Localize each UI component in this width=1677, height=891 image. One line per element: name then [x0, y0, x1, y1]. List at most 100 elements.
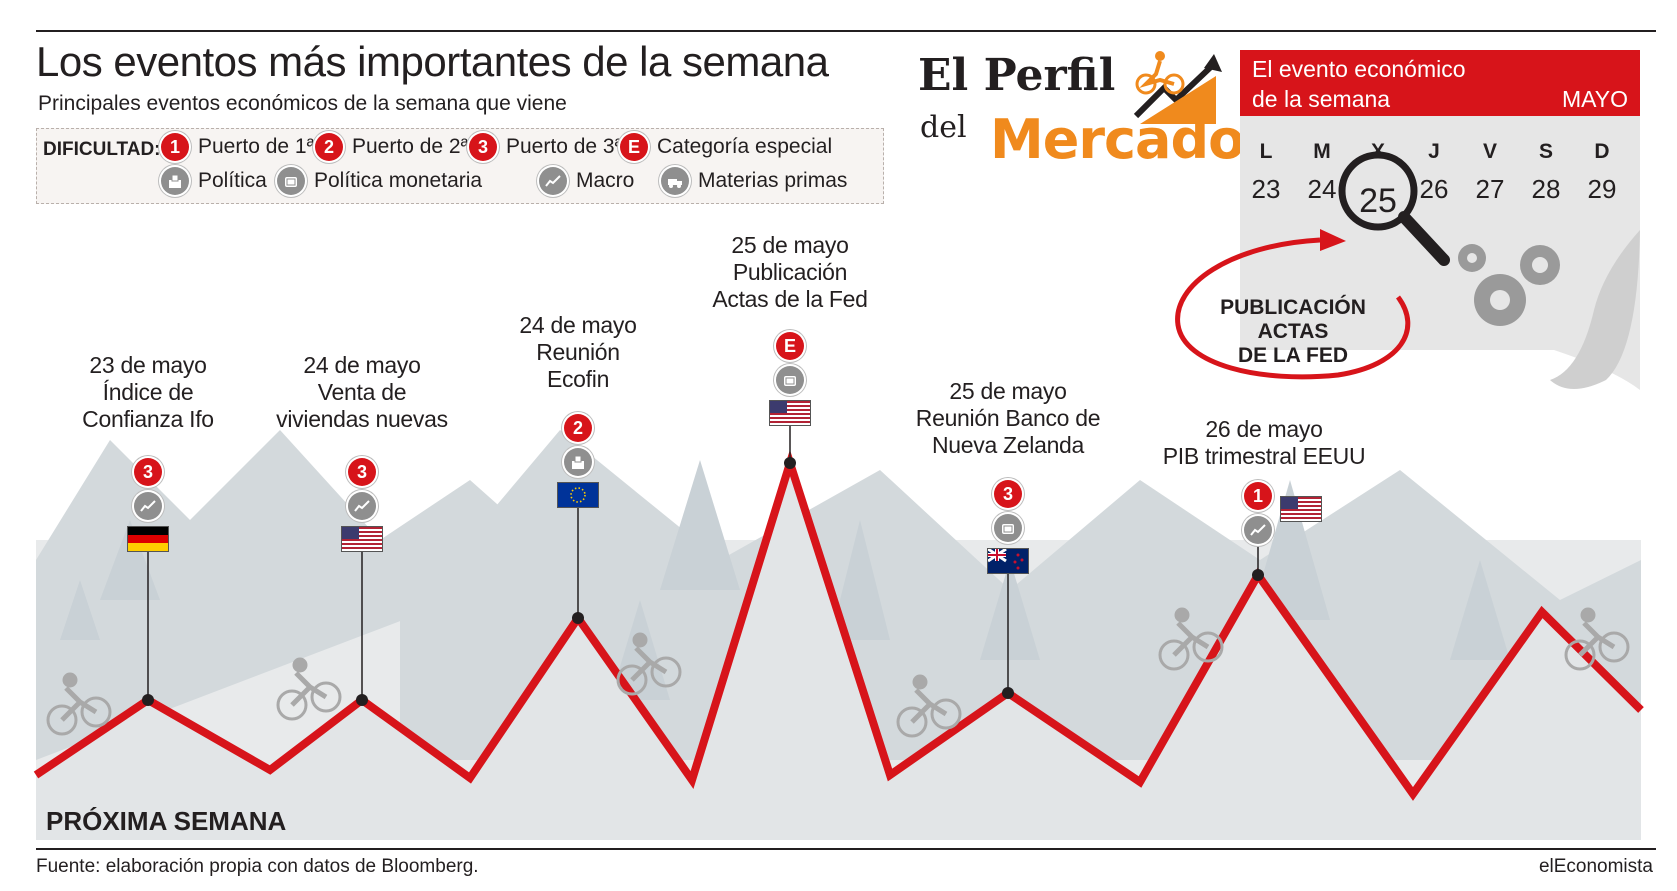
event-date: 24 de mayo [519, 312, 637, 338]
calendar-date-highlight: 25 [1359, 182, 1397, 220]
monetary-policy-icon [776, 366, 804, 394]
legend-difficulty-3: 3 Puerto de 3ª [469, 133, 622, 161]
difficulty-badge: 1 [161, 133, 189, 161]
calendar-date: 26 [1419, 174, 1449, 204]
eu-flag [557, 482, 599, 508]
event-marker-1: 3 [127, 458, 169, 552]
publisher-credit: elEconomista [1538, 856, 1653, 877]
politics-icon [564, 448, 592, 476]
legend-label: Categoría especial [657, 135, 833, 158]
difficulty-badge: E [620, 133, 648, 161]
event-title-line: viviendas nuevas [276, 406, 448, 432]
difficulty-badge: 1 [1244, 482, 1272, 510]
calendar-date: 24 [1307, 174, 1337, 204]
event-date: 26 de mayo [1205, 416, 1323, 442]
brand-logo: El Perfil del Mercado [918, 46, 1248, 176]
difficulty-badge: 2 [564, 414, 592, 442]
macro-icon [134, 492, 162, 520]
legend-label: Política monetaria [314, 169, 483, 192]
difficulty-badge: 3 [348, 458, 376, 486]
calendar-date: 28 [1531, 174, 1561, 204]
legend-label: Macro [576, 169, 635, 192]
event-label-5: 25 de mayo Reunión Banco de Nueva Zeland… [878, 378, 1138, 459]
magnifier-icon [1338, 151, 1450, 266]
calendar-overlays [1338, 151, 1560, 326]
week-label: PRÓXIMA SEMANA [46, 806, 287, 836]
macro-icon [539, 167, 567, 195]
calendar-month: MAYO [1561, 86, 1628, 112]
brand-perfil-text: El Perfil [918, 50, 1116, 101]
calendar-weekday: L [1259, 140, 1273, 163]
calendar-date: 23 [1251, 174, 1281, 204]
legend-label: Materias primas [698, 169, 848, 192]
legend-category-politics: Política [161, 167, 267, 195]
difficulty-badge: 3 [134, 458, 162, 486]
event-title-line: PIB trimestral EEUU [1162, 443, 1366, 469]
legend-box: DIFICULTAD: 1 Puerto de 1ª 2 Puerto de 2… [36, 128, 884, 204]
legend-label: Política [198, 169, 267, 192]
usa-flag [1280, 496, 1322, 522]
event-label-3: 24 de mayo Reunión Ecofin [448, 312, 708, 393]
event-marker-5: 3 [987, 480, 1029, 574]
route-shadow [36, 463, 1641, 840]
event-stems [147, 420, 1259, 700]
highlight-ring-icon [1175, 229, 1411, 380]
germany-flag [127, 526, 169, 552]
calendar-header-line2: de la semana [1252, 86, 1391, 112]
event-date: 23 de mayo [89, 352, 207, 378]
monetary-policy-icon [277, 167, 305, 195]
cyclist-icons [46, 607, 1630, 738]
calendar-weekday: S [1538, 140, 1553, 163]
event-title-line: Actas de la Fed [712, 286, 868, 312]
event-title-line: Publicación [732, 259, 848, 285]
page-subtitle: Principales eventos económicos de la sem… [38, 92, 567, 115]
event-markers [142, 457, 1264, 706]
calendar-date: 29 [1587, 174, 1617, 204]
event-marker-4: E [769, 332, 811, 426]
difficulty-badge: 3 [469, 133, 497, 161]
monetary-policy-icon [994, 514, 1022, 542]
calendar-weekday: M [1313, 140, 1331, 163]
usa-flag [341, 526, 383, 552]
event-label-6: 26 de mayo PIB trimestral EEUU [1134, 416, 1394, 470]
top-rule [36, 30, 1656, 32]
bottom-rule [36, 848, 1656, 850]
legend-label: Puerto de 2ª [352, 135, 469, 158]
event-date: 25 de mayo [949, 378, 1067, 404]
event-title-line: Reunión Banco de [915, 405, 1101, 431]
event-marker-2: 3 [341, 458, 383, 552]
page-title: Los eventos más importantes de la semana [36, 38, 829, 85]
calendar-highlight-label: PUBLICACIÓN ACTAS DE LA FED [1220, 296, 1366, 367]
difficulty-badge: E [776, 332, 804, 360]
macro-icon [348, 492, 376, 520]
calendar-header: El evento económico de la semana MAYO [1240, 50, 1640, 116]
commodities-icon [661, 167, 689, 195]
calendar-date: 27 [1475, 174, 1505, 204]
legend-label: Puerto de 3ª [506, 135, 623, 158]
calendar-weekday: D [1594, 140, 1610, 163]
legend-category-commodities: Materias primas [661, 167, 847, 195]
legend-category-monetary: Política monetaria [277, 167, 482, 195]
gears-icon [1458, 244, 1560, 326]
difficulty-badge: 3 [994, 480, 1022, 508]
legend-category-macro: Macro [539, 167, 634, 195]
event-title-line: Ecofin [546, 366, 610, 392]
calendar-weekday: J [1428, 140, 1440, 163]
brand-del-text: del [920, 110, 967, 145]
event-title-line: Índice de [102, 379, 194, 405]
source-note: Fuente: elaboración propia con datos de … [36, 856, 479, 877]
new-zealand-flag [987, 548, 1029, 574]
event-label-1: 23 de mayo Índice de Confianza Ifo [18, 352, 278, 433]
event-title-line: Confianza Ifo [82, 406, 214, 432]
brand-cyclist-arrow-icon [1133, 51, 1222, 124]
legend-difficulty-2: 2 Puerto de 2ª [315, 133, 468, 161]
legend-heading: DIFICULTAD: [43, 139, 161, 160]
politics-icon [161, 167, 189, 195]
event-marker-6: 1 [1244, 482, 1272, 544]
calendar-weekday: V [1482, 140, 1497, 163]
calendar-header-line1: El evento económico [1252, 56, 1466, 82]
event-title-line: Nueva Zelanda [931, 432, 1085, 458]
event-calendar: El evento económico de la semana MAYO L … [1240, 50, 1640, 410]
difficulty-badge: 2 [315, 133, 343, 161]
